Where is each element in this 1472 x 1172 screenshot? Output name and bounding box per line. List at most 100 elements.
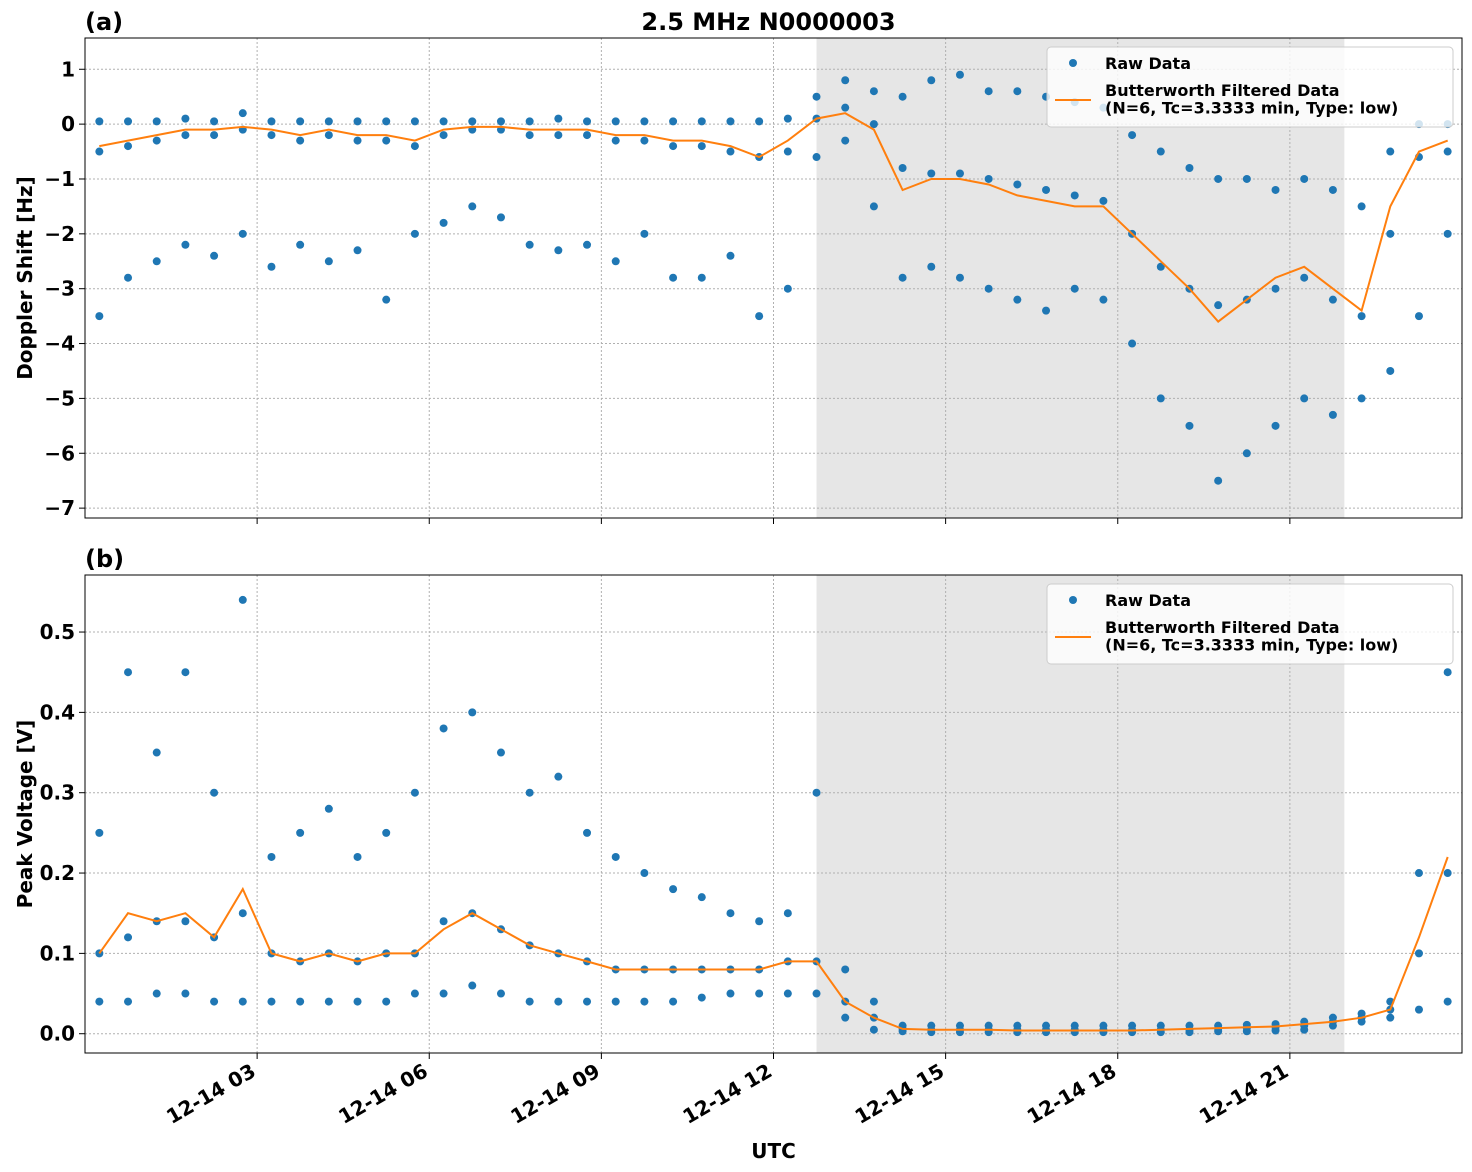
raw-point: [898, 92, 907, 101]
raw-point: [1271, 185, 1280, 194]
x-tick-label: 12-14 21: [1195, 1059, 1293, 1129]
raw-point: [296, 240, 305, 249]
legend-marker: [1069, 596, 1077, 604]
y-tick-label: 0: [61, 112, 75, 136]
raw-point: [669, 273, 678, 282]
raw-point: [95, 147, 104, 156]
raw-point: [955, 70, 964, 79]
plot-frame: [84, 574, 1463, 1054]
raw-point: [783, 147, 792, 156]
raw-point: [496, 989, 505, 998]
raw-point: [439, 117, 448, 126]
raw-point: [1300, 273, 1309, 282]
raw-point: [841, 1013, 850, 1022]
y-tick-label: −6: [44, 441, 75, 465]
raw-point: [1070, 1028, 1079, 1037]
raw-point: [1300, 174, 1309, 183]
raw-point: [1214, 1027, 1223, 1036]
raw-point: [1242, 1027, 1251, 1036]
y-tick-label: −3: [44, 277, 75, 301]
x-tick-label: 12-14 18: [1023, 1059, 1121, 1129]
raw-point: [210, 131, 219, 140]
raw-point: [583, 240, 592, 249]
raw-point: [1042, 306, 1051, 315]
raw-point: [95, 312, 104, 321]
raw-point: [1214, 476, 1223, 485]
raw-point: [296, 828, 305, 837]
raw-point: [439, 917, 448, 926]
raw-point: [152, 136, 161, 145]
raw-point: [669, 142, 678, 151]
raw-point: [1099, 295, 1108, 304]
raw-point: [410, 788, 419, 797]
raw-point: [841, 136, 850, 145]
y-tick-label: −5: [44, 386, 75, 410]
raw-point: [783, 909, 792, 918]
raw-point: [1042, 1028, 1051, 1037]
raw-point: [898, 273, 907, 282]
raw-point: [611, 257, 620, 266]
x-tick-label: 12-14 06: [334, 1059, 432, 1129]
raw-point: [1300, 394, 1309, 403]
y-tick-label: 0.4: [40, 700, 75, 724]
raw-point: [1156, 147, 1165, 156]
y-axis-label: Doppler Shift [Hz]: [13, 176, 37, 380]
raw-point: [210, 997, 219, 1006]
raw-point: [697, 142, 706, 151]
raw-point: [267, 117, 276, 126]
raw-point: [267, 262, 276, 271]
raw-point: [1443, 147, 1452, 156]
raw-point: [755, 989, 764, 998]
raw-point: [1128, 1028, 1137, 1037]
raw-point: [1328, 185, 1337, 194]
raw-point: [783, 114, 792, 123]
raw-point: [353, 246, 362, 255]
raw-point: [1357, 312, 1366, 321]
panel: 12-14 03 12-14 06 12-14 09 12-14 12 12-14 15…: [13, 545, 1463, 1163]
raw-point: [124, 117, 133, 126]
raw-point: [1042, 185, 1051, 194]
raw-point: [238, 229, 247, 238]
raw-point: [1271, 421, 1280, 430]
legend-label: Raw Data: [1105, 54, 1191, 73]
raw-point: [755, 312, 764, 321]
raw-point: [1328, 410, 1337, 419]
raw-point: [898, 164, 907, 173]
raw-point: [1328, 1021, 1337, 1030]
raw-point: [238, 997, 247, 1006]
raw-point: [439, 724, 448, 733]
raw-point: [1013, 87, 1022, 96]
raw-point: [124, 997, 133, 1006]
raw-point: [525, 997, 534, 1006]
raw-point: [1357, 1017, 1366, 1026]
raw-point: [496, 213, 505, 222]
raw-point: [955, 169, 964, 178]
raw-point: [124, 668, 133, 677]
chart-title: 2.5 MHz N0000003: [641, 8, 895, 36]
raw-point: [1443, 997, 1452, 1006]
raw-point: [1242, 449, 1251, 458]
raw-point: [669, 997, 678, 1006]
raw-point: [238, 909, 247, 918]
raw-point: [152, 117, 161, 126]
y-tick-label: 0.0: [40, 1022, 75, 1046]
raw-point: [697, 893, 706, 902]
raw-point: [984, 284, 993, 293]
raw-point: [1443, 668, 1452, 677]
raw-point: [984, 87, 993, 96]
raw-point: [955, 273, 964, 282]
raw-point: [1386, 1013, 1395, 1022]
panel-label: (b): [85, 545, 124, 573]
raw-point: [812, 788, 821, 797]
raw-point: [525, 240, 534, 249]
x-tick-label: 12-14 03: [162, 1059, 260, 1129]
raw-point: [927, 262, 936, 271]
panel: −7 −6 −5 −4 −3 −2 −1 0 1 Raw Data Butterworth Filt…: [13, 8, 1463, 524]
raw-point: [869, 87, 878, 96]
raw-point: [324, 131, 333, 140]
raw-point: [382, 136, 391, 145]
raw-point: [152, 989, 161, 998]
panel-label: (a): [85, 8, 123, 36]
raw-point: [697, 273, 706, 282]
raw-point: [410, 989, 419, 998]
